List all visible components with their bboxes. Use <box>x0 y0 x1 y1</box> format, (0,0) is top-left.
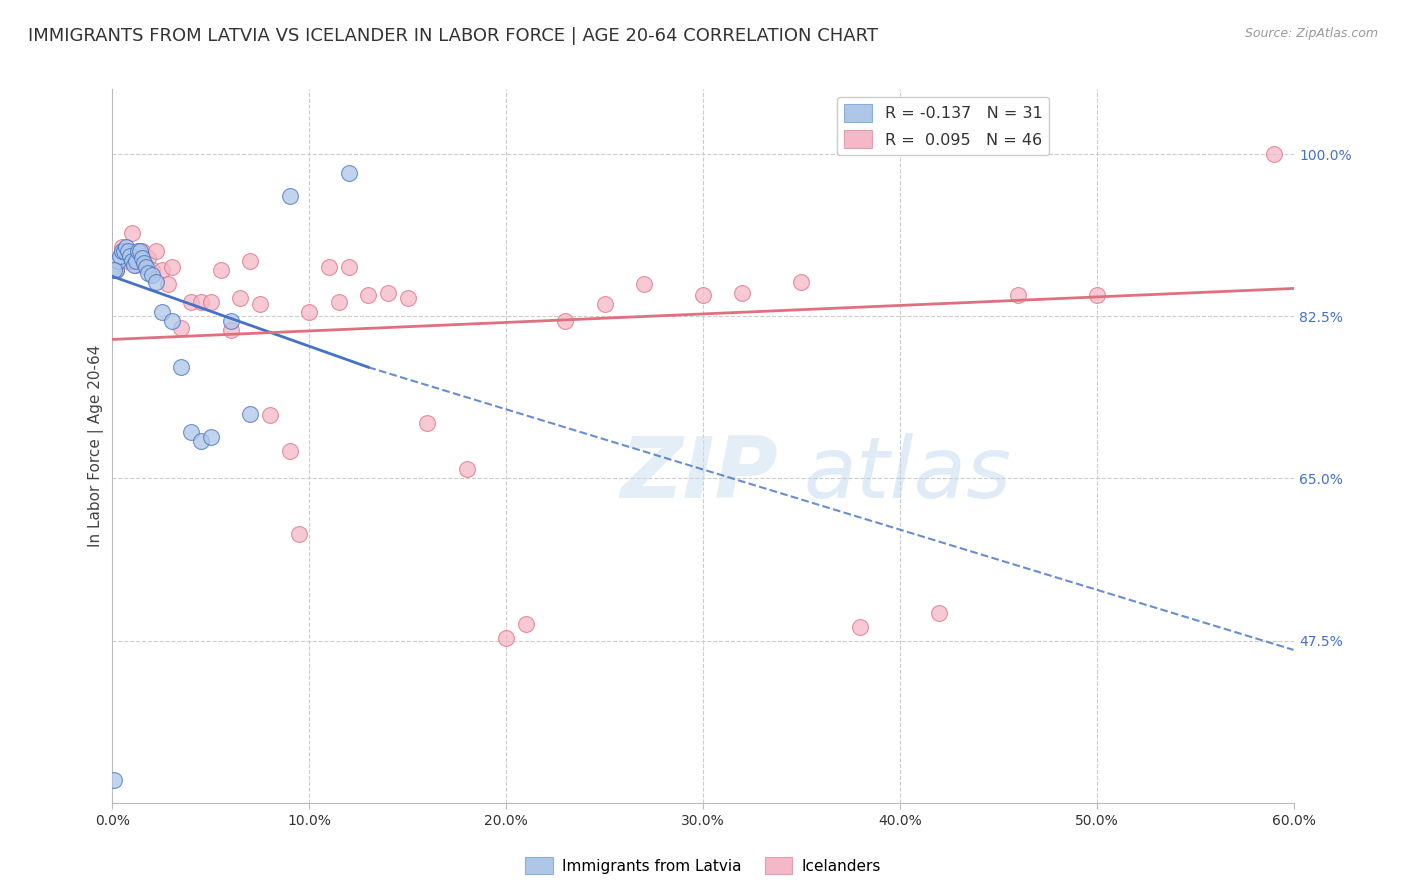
Point <box>219 323 242 337</box>
Point <box>150 263 173 277</box>
Point <box>105 263 128 277</box>
Point <box>103 263 125 277</box>
Point <box>337 260 360 274</box>
Point <box>170 360 193 375</box>
Point <box>111 244 134 259</box>
Point <box>396 291 419 305</box>
Point <box>121 253 143 268</box>
Point <box>132 256 155 270</box>
Point <box>170 321 193 335</box>
Point <box>200 430 222 444</box>
Point <box>456 462 478 476</box>
Point <box>145 244 167 259</box>
Point <box>229 291 252 305</box>
Point <box>136 251 159 265</box>
Point <box>219 314 242 328</box>
Point <box>150 304 173 318</box>
Point <box>593 297 616 311</box>
Point <box>122 258 145 272</box>
Text: atlas: atlas <box>803 433 1011 516</box>
Point <box>200 295 222 310</box>
Point <box>125 258 148 272</box>
Point <box>357 288 380 302</box>
Point <box>141 268 163 282</box>
Point <box>180 295 202 310</box>
Point <box>318 260 340 274</box>
Point <box>141 263 163 277</box>
Point <box>515 616 537 631</box>
Point <box>115 240 138 254</box>
Point <box>692 288 714 302</box>
Point <box>495 631 517 645</box>
Point <box>127 244 149 259</box>
Point <box>160 260 183 274</box>
Point <box>135 260 157 274</box>
Point <box>180 425 202 439</box>
Text: ZIP: ZIP <box>620 433 778 516</box>
Point <box>111 240 134 254</box>
Legend: Immigrants from Latvia, Icelanders: Immigrants from Latvia, Icelanders <box>519 851 887 880</box>
Point <box>120 249 142 263</box>
Point <box>160 314 183 328</box>
Point <box>105 263 128 277</box>
Legend: R = -0.137   N = 31, R =  0.095   N = 46: R = -0.137 N = 31, R = 0.095 N = 46 <box>837 97 1049 155</box>
Point <box>249 297 271 311</box>
Point <box>117 253 139 268</box>
Point <box>288 527 311 541</box>
Text: Source: ZipAtlas.com: Source: ZipAtlas.com <box>1244 27 1378 40</box>
Point <box>337 166 360 180</box>
Text: IMMIGRANTS FROM LATVIA VS ICELANDER IN LABOR FORCE | AGE 20-64 CORRELATION CHART: IMMIGRANTS FROM LATVIA VS ICELANDER IN L… <box>28 27 879 45</box>
Point <box>110 249 132 263</box>
Point <box>129 244 152 259</box>
Point <box>849 620 872 634</box>
Point <box>377 286 399 301</box>
Point <box>103 772 125 787</box>
Point <box>131 244 153 259</box>
Point <box>125 253 148 268</box>
Point <box>278 443 301 458</box>
Point <box>1007 288 1029 302</box>
Point <box>190 434 212 449</box>
Point <box>1263 147 1285 161</box>
Point <box>416 416 439 430</box>
Point <box>190 295 212 310</box>
Point <box>790 275 813 289</box>
Point <box>117 244 139 259</box>
Point <box>156 277 179 291</box>
Point <box>328 295 350 310</box>
Point <box>112 244 135 259</box>
Point <box>731 286 754 301</box>
Y-axis label: In Labor Force | Age 20-64: In Labor Force | Age 20-64 <box>89 345 104 547</box>
Point <box>633 277 655 291</box>
Point <box>239 253 262 268</box>
Point <box>145 275 167 289</box>
Point <box>259 409 281 423</box>
Point <box>928 606 950 620</box>
Point <box>554 314 576 328</box>
Point <box>131 251 153 265</box>
Point <box>121 226 143 240</box>
Point <box>209 263 232 277</box>
Point <box>298 304 321 318</box>
Point <box>107 253 129 268</box>
Point <box>1085 288 1108 302</box>
Point <box>239 407 262 421</box>
Point <box>278 188 301 202</box>
Point <box>136 266 159 280</box>
